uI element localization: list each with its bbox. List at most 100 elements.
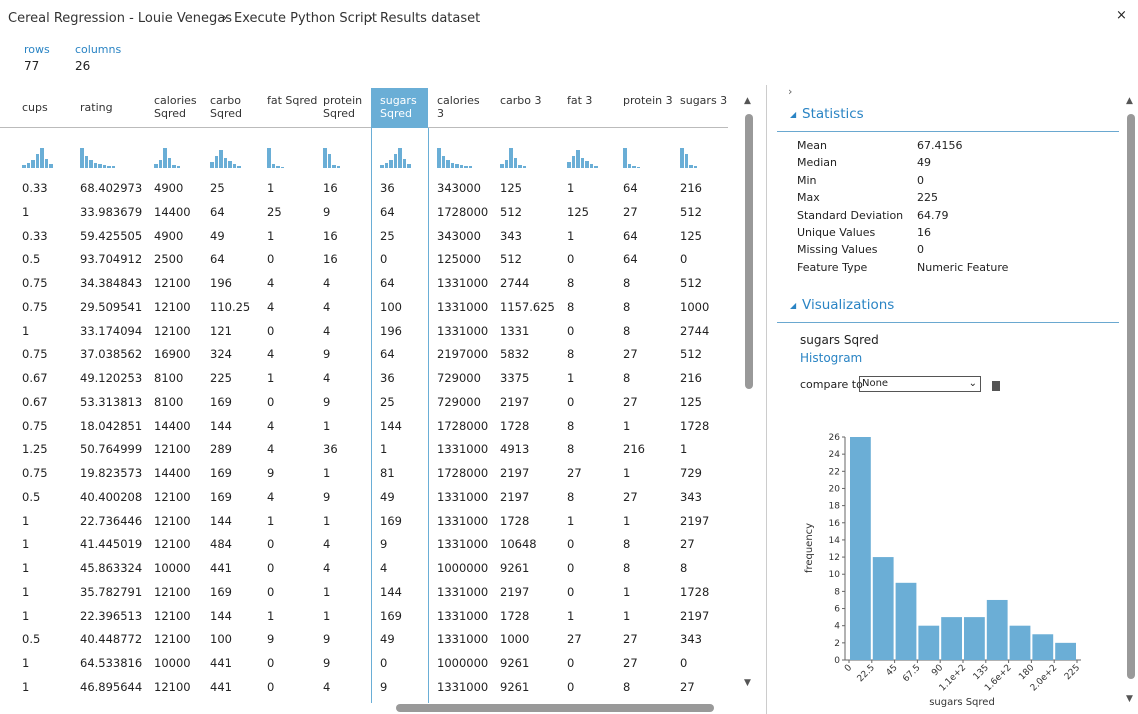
table-cell: 1 [22,656,30,671]
table-cell: 0 [267,252,275,267]
table-cell: 0 [380,656,388,671]
table-cell: 33.983679 [80,204,143,219]
table-cell: 2500 [154,252,184,267]
column-header[interactable]: carbo 3 [500,94,542,107]
table-cell: 4 [323,679,331,694]
table-cell: 512 [680,347,702,362]
table-cell: 0.75 [22,276,48,291]
table-cell: 68.402973 [80,181,143,195]
column-header[interactable]: cups [22,101,48,114]
h-scrollbar[interactable] [8,703,733,713]
table-cell: 169 [210,584,232,599]
column-header[interactable]: rating [80,101,113,114]
selected-col-bg [371,88,428,128]
spark-bar [158,160,162,168]
column-header[interactable]: protein 3 [623,94,673,107]
column-header[interactable]: protein Sqred [323,94,363,120]
table-cell: 2197 [680,608,710,623]
table-cell: 1000 [500,632,530,647]
column-header[interactable]: carbo Sqred [210,94,242,120]
table-cell: 4900 [154,228,184,243]
compare-value: None [862,378,889,389]
table-cell: 18.042851 [80,418,143,433]
table-cell: 729 [680,466,702,481]
viz-kind[interactable]: Histogram [800,351,863,365]
table-cell: 144 [210,418,232,433]
table-cell: 0.5 [22,252,41,267]
breadcrumb[interactable]: Execute Python Script [234,11,378,26]
table-cell: 1728 [680,584,710,599]
table-cell: 64 [210,204,225,219]
table-cell: 9 [380,679,388,694]
stat-value: 16 [917,226,931,239]
visualizations-title[interactable]: Visualizations [802,297,895,313]
expand[interactable]: › [788,85,793,98]
table-cell: 8 [567,489,575,504]
spark-bar [455,164,459,168]
table-cell: 64 [623,228,638,243]
spark-bar [35,154,39,168]
table-cell: 1331000 [437,513,489,528]
stat-value: 0 [917,243,924,257]
spark-bar [580,158,584,168]
column-header[interactable]: calories 3 [437,94,480,120]
stat-label: Standard Deviation [797,208,904,222]
copy-icon[interactable] [992,381,1000,391]
table-cell: 100 [380,299,402,314]
table-cell: 1 [623,418,631,433]
table-cell: 441 [210,679,232,694]
collapse-icon[interactable]: ◢ [790,301,797,310]
spark-bar [571,156,575,168]
table-cell: 1 [567,513,575,528]
table-cell: 1331000 [437,608,489,623]
table-cell: 19.823573 [80,466,143,481]
y-tick-label: 20 [829,484,841,494]
table-cell: 50.764999 [80,442,143,457]
table-cell: 1331000 [437,632,489,647]
table-cell: 8 [623,561,631,576]
spark-bar [22,165,26,168]
panel-scrollbar[interactable]: ▲ ▼ [1126,96,1136,708]
y-tick-label: 18 [829,502,841,512]
column-header[interactable]: fat Sqred [267,94,318,107]
breadcrumb[interactable]: Cereal Regression - Louie Venegas [8,11,232,26]
spark-bar [441,156,445,168]
table-cell: 125 [567,204,589,219]
table-cell: 27 [623,347,638,362]
close-button[interactable]: × [1116,8,1127,23]
table-cell: 27 [680,537,695,552]
table-cell: 27 [567,466,582,481]
table-cell: 8 [623,679,631,694]
table-cell: 1 [567,371,575,386]
v-scrollbar[interactable]: ▲ ▼ [744,96,754,706]
table-cell: 4 [267,276,275,291]
table-cell: 0 [680,656,688,671]
table-cell: 4 [323,537,331,552]
table-cell: 1728000 [437,204,489,219]
column-header[interactable]: calories Sqred [154,94,197,120]
spark-bar [219,150,223,168]
table-cell: 1 [323,513,331,528]
table-cell: 125000 [437,252,481,267]
collapse-icon[interactable]: ◢ [790,110,797,119]
table-cell: 1331000 [437,537,489,552]
spark-bar [437,148,441,168]
column-header[interactable]: sugars Sqred [380,94,417,120]
table-cell: 121 [210,323,232,338]
table-cell: 14400 [154,418,191,433]
y-axis-label: frequency [804,523,815,573]
table-cell: 1 [323,608,331,623]
table-cell: 27 [623,394,638,409]
table-cell: 1 [567,228,575,243]
table-cell: 1 [623,608,631,623]
table-cell: 100 [210,632,232,647]
histogram-bar [1009,625,1031,660]
stat-label: Feature Type [797,260,868,274]
column-header[interactable]: fat 3 [567,94,593,107]
table-cell: 169 [210,466,232,481]
table-cell: 512 [680,204,702,219]
compare-select[interactable]: None ⌄ [859,376,981,392]
statistics-title[interactable]: Statistics [802,106,864,122]
column-header[interactable]: sugars 3 [680,94,728,107]
